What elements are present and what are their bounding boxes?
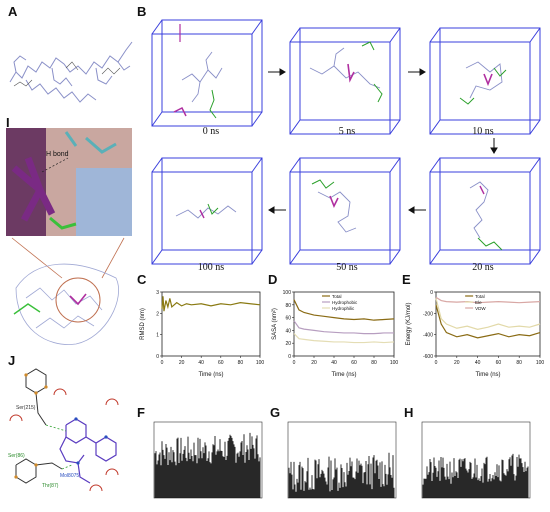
legend-label: Hydrophilic (332, 306, 355, 311)
y-tick-label: 0 (156, 354, 159, 360)
residue-ser86: Ser(86) (8, 453, 25, 459)
frame-label-100ns: 100 ns (197, 262, 225, 273)
hbond-label: H bond (46, 151, 69, 158)
chart-g-trajectory (287, 421, 397, 499)
c-ylabel: RMSD (nm) (140, 308, 146, 340)
x-tick-label: 20 (179, 360, 185, 366)
x-tick-label: 0 (435, 360, 438, 366)
y-tick-label: -600 (423, 354, 433, 360)
series-line-total (293, 299, 395, 321)
e-xlabel: Time (ns) (475, 372, 500, 378)
series-line-hydrophobic (293, 320, 394, 335)
panel-label-i: I (6, 115, 10, 130)
y-tick-label: 2 (156, 311, 159, 317)
residue-ser215: Ser(215) (16, 405, 36, 411)
y-tick-label: -200 (423, 311, 433, 317)
frame-label-50ns: 50 ns (336, 262, 358, 273)
d-ylabel: SASA (nm²) (272, 308, 278, 340)
frame-0ns (151, 19, 263, 127)
panel-label-h: H (404, 405, 414, 420)
panel-a-structure (9, 41, 133, 103)
frame-50ns (289, 157, 401, 265)
plot-frame (161, 291, 261, 357)
y-tick-label: 40 (285, 328, 291, 334)
frame-label-5ns: 5 ns (338, 126, 356, 137)
series-line-vdw (435, 296, 541, 304)
frame-5ns (289, 27, 401, 135)
chart-d-sasa: 0 20 40 60 80 100 0 20 40 60 80 100 TotalHydrophobic… (272, 290, 399, 378)
c-xlabel: Time (ns) (198, 372, 223, 378)
y-tick-label: 1 (156, 333, 159, 339)
panel-label-a: A (8, 4, 18, 19)
x-tick-label: 100 (256, 360, 265, 366)
x-tick-label: 40 (198, 360, 204, 366)
frame-100ns (151, 157, 263, 265)
x-tick-label: 60 (218, 360, 224, 366)
x-tick-label: 60 (496, 360, 502, 366)
panel-label-e: E (402, 272, 411, 287)
x-tick-label: 20 (311, 360, 317, 366)
y-tick-label: 80 (285, 303, 291, 309)
legend-label: Ele (475, 300, 482, 305)
x-tick-label: 80 (371, 360, 377, 366)
x-tick-label: 60 (351, 360, 357, 366)
chart-c-rmsd: 0 20 40 60 80 100 0 1 2 3 RMSD (nm) Time (ns) (140, 290, 265, 378)
x-tick-label: 100 (390, 360, 399, 366)
legend-label: Total (332, 294, 342, 299)
chart-h-trajectory (421, 421, 531, 499)
panel-label-c: C (137, 272, 147, 287)
x-tick-label: 100 (536, 360, 545, 366)
y-tick-label: -400 (423, 333, 433, 339)
y-tick-label: 20 (285, 341, 291, 347)
panel-i-binding-site: H bond (6, 128, 132, 345)
y-tick-label: 0 (288, 354, 291, 360)
x-tick-label: 40 (331, 360, 337, 366)
legend-label: VDW (475, 306, 486, 311)
ligand-label: Mol8075 (60, 473, 79, 479)
frame-label-10ns: 10 ns (472, 126, 494, 137)
series-line-total (435, 304, 541, 339)
panel-label-d: D (268, 272, 278, 287)
plot-frame (293, 291, 395, 357)
x-tick-label: 80 (238, 360, 244, 366)
frame-10ns (429, 27, 541, 135)
e-ylabel: Energy (KJ/mol) (406, 302, 412, 345)
y-tick-label: 100 (283, 290, 292, 296)
y-tick-label: 60 (285, 316, 291, 322)
x-tick-label: 40 (475, 360, 481, 366)
series-line-main (161, 296, 261, 312)
frame-label-0ns: 0 ns (202, 126, 220, 137)
y-tick-label: 3 (156, 290, 159, 296)
x-tick-label: 80 (516, 360, 522, 366)
legend-label: Total (475, 294, 485, 299)
frame-label-20ns: 20 ns (472, 262, 494, 273)
x-tick-label: 20 (454, 360, 460, 366)
panel-label-f: F (137, 405, 145, 420)
residue-thr87: Thr(87) (42, 483, 59, 489)
series-line-hydrophilic (293, 333, 395, 344)
panel-j-interaction-diagram: Ser(215) Ser(86) Thr(87) Mol8075 (8, 368, 119, 492)
panel-label-g: G (270, 405, 281, 420)
series-line-ele (435, 298, 541, 330)
panel-b-md-frames (151, 19, 541, 265)
legend-label: Hydrophobic (332, 300, 358, 305)
panel-label-j: J (8, 353, 16, 368)
frame-20ns (429, 157, 541, 265)
x-tick-label: 0 (293, 360, 296, 366)
y-tick-label: 0 (430, 290, 433, 296)
x-tick-label: 0 (161, 360, 164, 366)
chart-f-trajectory (153, 421, 263, 499)
panel-label-b: B (137, 4, 147, 19)
d-xlabel: Time (ns) (331, 372, 356, 378)
